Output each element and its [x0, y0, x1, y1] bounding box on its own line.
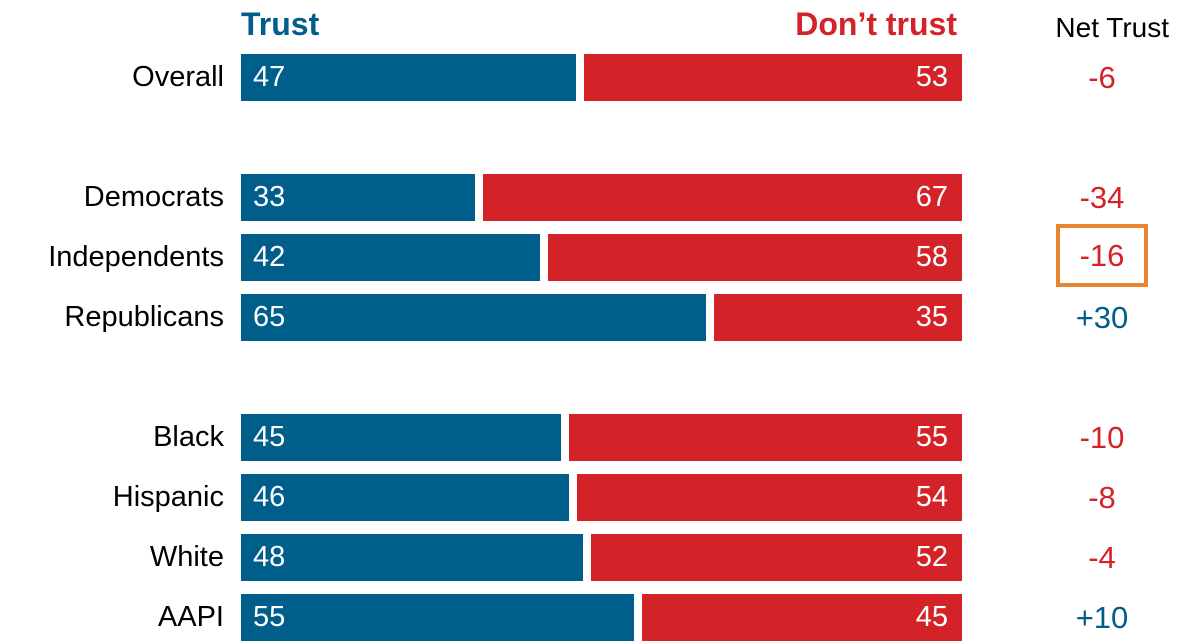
- bar-row: AAPI 55 45 +10: [0, 594, 1177, 641]
- trust-value-label: 48: [253, 541, 286, 573]
- bar-row: Democrats 33 67 -34: [0, 174, 1177, 221]
- dont-trust-value-label: 55: [915, 421, 948, 453]
- dont-trust-bar: 52: [591, 534, 962, 581]
- dont-trust-bar: 67: [482, 174, 962, 221]
- trust-value-label: 33: [253, 181, 286, 213]
- net-trust-value: +10: [1075, 600, 1129, 635]
- dont-trust-value-label: 53: [915, 61, 948, 93]
- dont-trust-value-label: 67: [915, 181, 948, 213]
- trust-value-label: 45: [253, 421, 286, 453]
- bar-row: Independents 42 58 -16: [0, 224, 1177, 287]
- trust-bar: 55: [241, 594, 634, 641]
- net-trust-value: -8: [1088, 480, 1116, 515]
- trust-bar: 42: [241, 234, 540, 281]
- dont-trust-value-label: 35: [915, 301, 948, 333]
- dont-trust-bar: 54: [576, 474, 962, 521]
- trust-bar: 47: [241, 54, 576, 101]
- bar-row: Black 45 55 -10: [0, 414, 1177, 461]
- net-trust-value: -16: [1056, 224, 1148, 287]
- dont-trust-bar: 45: [641, 594, 962, 641]
- dont-trust-value-label: 45: [915, 601, 948, 633]
- trust-value-label: 46: [253, 481, 286, 513]
- trust-value-label: 65: [253, 301, 286, 333]
- dont-trust-value-label: 52: [915, 541, 948, 573]
- trust-bar: 46: [241, 474, 569, 521]
- net-trust-value: +30: [1075, 300, 1129, 335]
- trust-bar: 65: [241, 294, 706, 341]
- trust-value-label: 47: [253, 61, 286, 93]
- dont-trust-bar: 53: [583, 54, 962, 101]
- bar-row: Republicans 65 35 +30: [0, 294, 1177, 341]
- category-label: Hispanic: [112, 481, 224, 513]
- category-label: Republicans: [64, 301, 224, 333]
- bar-row: White 48 52 -4: [0, 534, 1177, 581]
- dont-trust-value-label: 58: [915, 241, 948, 273]
- trust-value-label: 42: [253, 241, 286, 273]
- trust-bar: 48: [241, 534, 584, 581]
- net-trust-header: Net Trust: [1055, 12, 1169, 43]
- category-label: Overall: [132, 61, 224, 93]
- category-label: White: [149, 541, 224, 573]
- dont-trust-bar: 35: [713, 294, 962, 341]
- dont-trust-bar: 55: [569, 414, 962, 461]
- net-trust-value: -6: [1088, 60, 1116, 95]
- bar-row: Overall 47 53 -6: [0, 54, 1177, 101]
- dont-trust-value-label: 54: [915, 481, 948, 513]
- bar-row: Hispanic 46 54 -8: [0, 474, 1177, 521]
- category-label: Black: [153, 421, 224, 453]
- net-trust-value: -4: [1088, 540, 1116, 575]
- trust-bar: 33: [241, 174, 475, 221]
- category-label: Independents: [48, 241, 224, 273]
- category-label: AAPI: [157, 601, 224, 633]
- trust-bar: 45: [241, 414, 562, 461]
- dont-trust-header: Don’t trust: [795, 6, 957, 42]
- net-trust-value: -10: [1079, 420, 1125, 455]
- dont-trust-bar: 58: [547, 234, 962, 281]
- net-trust-value: -34: [1079, 180, 1125, 215]
- trust-value-label: 55: [253, 601, 286, 633]
- trust-header: Trust: [241, 6, 320, 42]
- category-label: Democrats: [83, 181, 224, 213]
